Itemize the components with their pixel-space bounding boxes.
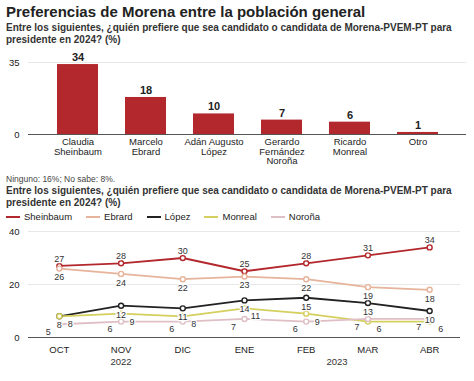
svg-text:0: 0 [14, 129, 19, 140]
svg-text:12: 12 [116, 310, 126, 320]
svg-text:27: 27 [54, 254, 64, 264]
svg-text:19: 19 [363, 291, 373, 301]
svg-text:2022: 2022 [111, 356, 132, 367]
svg-text:15: 15 [301, 302, 311, 312]
svg-text:28: 28 [116, 251, 126, 261]
html-text:Noroña: Noroña [288, 211, 320, 222]
svg-text:9: 9 [315, 317, 320, 327]
svg-text:MarceloEbrard: MarceloEbrard [129, 136, 163, 157]
svg-text:10: 10 [208, 100, 220, 112]
svg-text:13: 13 [363, 307, 373, 317]
svg-text:25: 25 [239, 259, 249, 269]
html-text:Entre los siguientes, ¿quién p: Entre los siguientes, ¿quién prefiere qu… [6, 22, 452, 45]
svg-text:1: 1 [415, 119, 421, 131]
svg-text:22: 22 [301, 283, 311, 293]
svg-text:10: 10 [425, 315, 435, 325]
svg-text:7: 7 [416, 322, 421, 332]
svg-text:ABR: ABR [420, 344, 440, 355]
svg-text:18: 18 [140, 84, 152, 96]
svg-text:7: 7 [231, 322, 236, 332]
svg-text:2023: 2023 [327, 356, 348, 367]
svg-text:28: 28 [301, 251, 311, 261]
html-text:Ebrard: Ebrard [104, 211, 133, 222]
svg-text:OCT: OCT [49, 344, 69, 355]
svg-text:Adán AugustoLópez: Adán AugustoLópez [184, 136, 243, 157]
svg-text:26: 26 [54, 272, 64, 282]
svg-text:0: 0 [14, 332, 19, 343]
svg-text:7: 7 [279, 107, 285, 119]
svg-text:14: 14 [239, 304, 249, 314]
svg-text:24: 24 [116, 278, 126, 288]
svg-text:5: 5 [46, 327, 51, 337]
svg-text:6: 6 [376, 324, 381, 334]
svg-text:9: 9 [130, 317, 135, 327]
svg-text:6: 6 [347, 109, 353, 121]
svg-text:8: 8 [191, 319, 196, 329]
svg-text:11: 11 [251, 311, 260, 321]
svg-text:6: 6 [293, 324, 298, 334]
svg-text:6: 6 [169, 324, 174, 334]
svg-text:Otro: Otro [409, 136, 427, 147]
svg-text:ENE: ENE [235, 344, 255, 355]
svg-text:NOV: NOV [111, 344, 132, 355]
svg-text:FEB: FEB [297, 344, 315, 355]
svg-text:6: 6 [438, 324, 443, 334]
svg-text:20: 20 [9, 279, 20, 290]
html-text:Preferencias de Morena entre l: Preferencias de Morena entre la població… [6, 3, 366, 20]
svg-text:RicardoMonreal: RicardoMonreal [333, 136, 367, 157]
svg-text:31: 31 [363, 243, 373, 253]
svg-text:GerardoFernándezNoroña: GerardoFernándezNoroña [259, 136, 305, 166]
html-text:López: López [164, 211, 191, 222]
html-text:Monreal: Monreal [222, 211, 257, 222]
svg-text:34: 34 [425, 235, 435, 245]
svg-text:34: 34 [72, 51, 85, 63]
html-text:Ninguno: 16%; No sabe: 8%.: Ninguno: 16%; No sabe: 8%. [6, 174, 116, 184]
svg-text:30: 30 [178, 246, 188, 256]
html-text:Sheinbaum: Sheinbaum [24, 211, 73, 222]
svg-text:11: 11 [178, 312, 187, 322]
svg-text:8: 8 [57, 320, 62, 330]
svg-text:35: 35 [9, 57, 20, 68]
svg-text:MAR: MAR [357, 344, 378, 355]
svg-text:40: 40 [9, 226, 20, 237]
html-text:Entre los siguientes, ¿quién p: Entre los siguientes, ¿quién prefiere qu… [6, 185, 452, 208]
svg-text:6: 6 [108, 324, 113, 334]
svg-text:ClaudiaSheinbaum: ClaudiaSheinbaum [54, 136, 102, 157]
svg-text:22: 22 [178, 283, 188, 293]
svg-text:8: 8 [68, 319, 73, 329]
svg-text:7: 7 [354, 322, 359, 332]
svg-text:23: 23 [239, 280, 249, 290]
svg-text:DIC: DIC [175, 344, 192, 355]
svg-text:18: 18 [425, 294, 435, 304]
